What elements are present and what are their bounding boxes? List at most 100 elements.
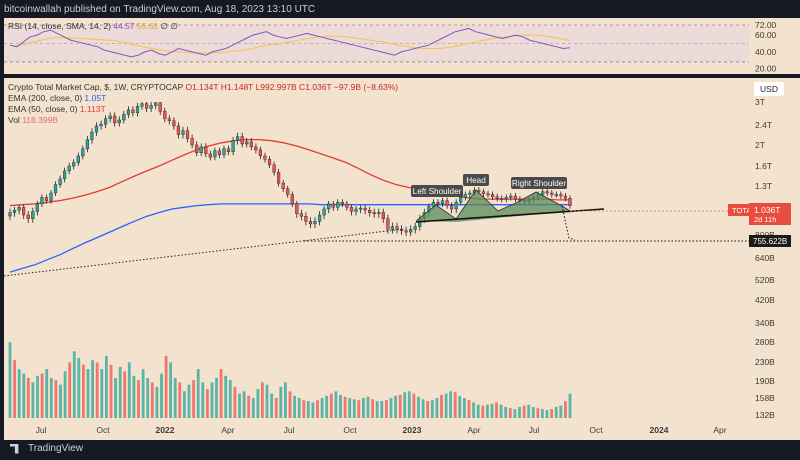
rsi-axis[interactable]: 72.00 60.00 40.00 20.00: [749, 18, 800, 74]
volume-bar: [13, 360, 16, 418]
annotation-box: [411, 185, 463, 197]
candle: [568, 195, 572, 209]
volume-bar: [371, 399, 374, 418]
candle-body: [340, 202, 344, 205]
volume-bar: [210, 382, 214, 418]
candle: [267, 156, 272, 169]
price-tick-label: 2T: [755, 140, 765, 150]
volume-bar: [339, 394, 342, 418]
volume-bar: [155, 386, 159, 418]
volume-bar: [274, 398, 278, 418]
candle: [222, 145, 226, 159]
candle: [500, 195, 504, 203]
tradingview-logo[interactable]: TradingView: [10, 443, 83, 454]
price-tick-label: 340B: [755, 318, 775, 328]
candle-body: [85, 139, 89, 149]
volume-bar: [45, 369, 49, 418]
candle: [258, 146, 262, 160]
publish-header: bitcoinwallah published on TradingView.c…: [4, 4, 316, 15]
currency-button[interactable]: USD: [754, 82, 784, 96]
volume-bar: [288, 391, 292, 418]
candle: [149, 102, 153, 112]
candle: [85, 135, 89, 153]
volume-bar: [123, 371, 127, 418]
candle: [81, 145, 85, 160]
volume-bar: [77, 358, 81, 418]
candle-body: [131, 109, 135, 114]
volume-bar: [476, 404, 480, 418]
candle-body: [304, 215, 308, 222]
volume-label: Vol: [8, 115, 20, 125]
price-tick-label: 3T: [755, 97, 765, 107]
candle-body: [404, 230, 408, 233]
volume-bar: [531, 406, 535, 418]
candle-body: [313, 221, 317, 225]
rsi-value: 44.57: [113, 21, 135, 31]
candle-body: [363, 207, 367, 211]
candle: [176, 122, 180, 139]
rsi-plot: [4, 24, 749, 63]
volume-bar: [224, 375, 228, 418]
price-plot: Left Shoulder Head Right Shoulder TOTAL: [3, 102, 755, 418]
candle: [181, 126, 185, 139]
volume-bar: [284, 382, 287, 418]
candle-body: [245, 141, 249, 145]
candle: [245, 138, 249, 148]
volume-bar: [385, 400, 388, 418]
price-axis[interactable]: USD 3T2.4T2T1.6T1.3T1T800B640B520B420B34…: [749, 78, 800, 420]
projection-path: [561, 205, 576, 241]
price-pane[interactable]: Left Shoulder Head Right Shoulder TOTAL Cry…: [3, 78, 755, 420]
candle: [99, 120, 103, 130]
price-tick-label: 1.3T: [755, 181, 772, 191]
ema200-label: EMA (200, close, 0): [8, 93, 83, 103]
volume-bar: [348, 398, 352, 418]
volume-bar: [440, 394, 443, 418]
time-tick-label: Apr: [221, 425, 234, 435]
candle: [108, 112, 112, 123]
rsi-sma-value: 55.61: [137, 21, 159, 31]
candle-body: [513, 195, 517, 200]
volume-bar: [141, 369, 145, 418]
volume-bar: [228, 380, 232, 418]
candle-body: [500, 198, 504, 200]
symbol-title: Crypto Total Market Cap, $, 1W, CRYPTOCA…: [8, 82, 184, 92]
price-tick-label: 158B: [755, 393, 775, 403]
candle-body: [541, 191, 545, 195]
volume-bar: [486, 404, 489, 418]
candle-body: [413, 226, 417, 230]
volume-bar: [100, 369, 104, 418]
candle-body: [550, 192, 554, 195]
candle-body: [40, 197, 44, 205]
volume-bar: [554, 406, 558, 418]
volume-bar: [127, 362, 131, 418]
target-badge-value: 755.622B: [753, 237, 787, 246]
candle-body: [190, 138, 194, 146]
candle-body: [468, 192, 472, 195]
candle: [509, 193, 513, 201]
candle: [381, 208, 385, 223]
annotation-text: Right Shoulder: [512, 179, 566, 188]
volume-bar: [513, 409, 517, 418]
candle-body: [12, 209, 17, 213]
time-axis[interactable]: Jul Oct 2022 Apr Jul Oct 2023 Apr Jul Oct 2024 Apr: [4, 420, 800, 440]
volume-bar: [256, 389, 260, 418]
candle-body: [103, 118, 108, 125]
candle-body: [53, 184, 58, 194]
volume-bar: [49, 378, 53, 418]
candle-body: [185, 130, 190, 139]
volume-bar: [82, 364, 85, 418]
candle-body: [231, 140, 235, 153]
ema50-label: EMA (50, close, 0): [8, 104, 78, 114]
candle: [504, 194, 508, 203]
volume-bar: [247, 395, 251, 418]
volume-bar: [559, 405, 563, 418]
candle-body: [154, 102, 158, 106]
candle-body: [459, 197, 463, 203]
candle-body: [17, 207, 21, 211]
candle-body: [372, 212, 376, 214]
rsi-pane[interactable]: RSI (14, close, SMA, 14, 2) 44.57 55.61 …: [4, 18, 749, 74]
candle-body: [563, 195, 567, 199]
candle: [113, 112, 117, 127]
price-tick-label: 420B: [755, 295, 775, 305]
candle-body: [386, 218, 390, 230]
